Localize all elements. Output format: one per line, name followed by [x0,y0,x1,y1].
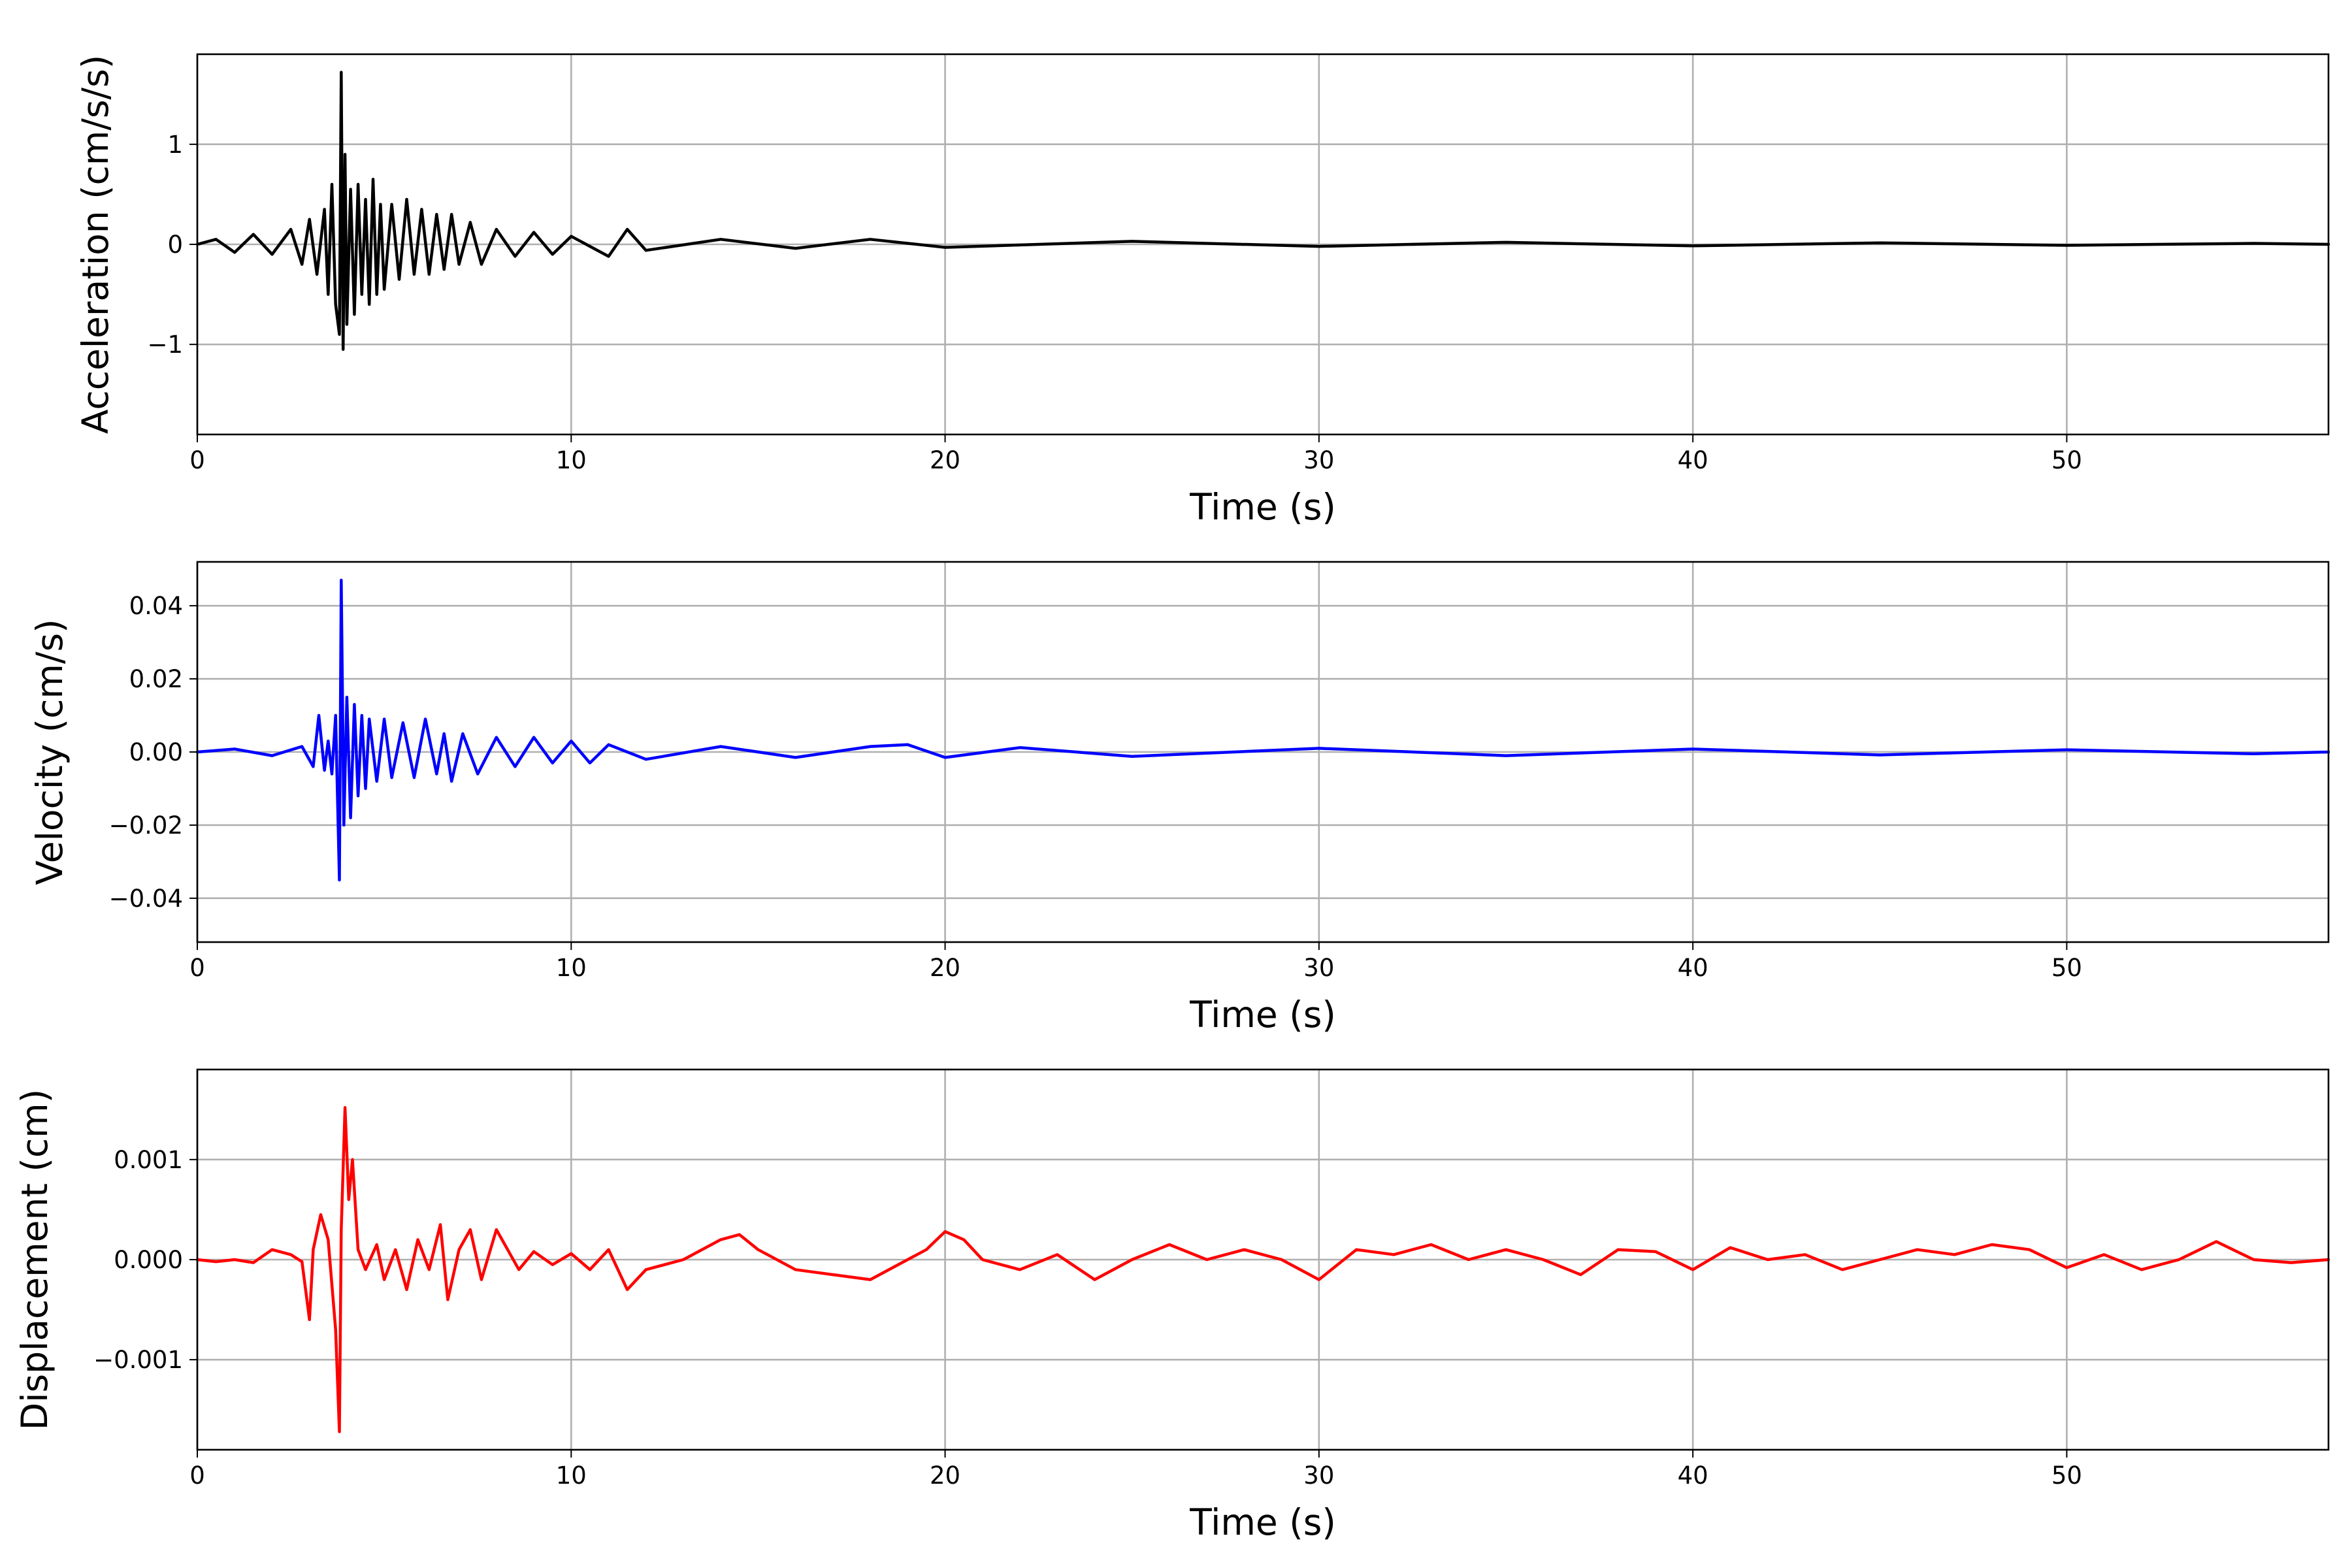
displacement-x-tick-label-2: 20 [930,1462,960,1490]
acceleration-x-tick-label-3: 30 [1303,446,1334,474]
acceleration-y-tick-label-1: 0 [167,231,183,259]
acceleration-y-tick-label-2: 1 [167,131,183,159]
acceleration-y-axis-label: Acceleration (cm/s/s) [74,55,116,434]
acceleration-x-tick-label-1: 10 [556,446,587,474]
displacement-x-tick-label-5: 50 [2051,1462,2082,1490]
velocity-x-tick-label-4: 40 [1678,954,1708,982]
displacement-x-tick-label-3: 30 [1303,1462,1334,1490]
displacement-y-tick-label-0: −0.001 [93,1346,183,1374]
acceleration-x-axis-label: Time (s) [1189,486,1336,528]
displacement-series-line-0 [195,1105,2330,1433]
velocity-x-tick-label-1: 10 [556,954,587,982]
velocity-x-tick-label-3: 30 [1303,954,1334,982]
velocity-y-tick-label-2: 0.00 [129,738,183,766]
acceleration-x-tick-label-0: 0 [189,446,205,474]
velocity-y-tick-label-1: −0.02 [109,811,183,840]
velocity-y-tick-label-3: 0.02 [129,665,183,693]
velocity-x-tick-label-0: 0 [189,954,205,982]
velocity-y-tick-label-4: 0.04 [129,592,183,620]
velocity-panel: 0 10 20 30 40 50 −0.04 −0.02 0.00 0.02 0.04 Time (s… [29,561,2330,1036]
displacement-y-axis-label: Displacement (cm) [14,1089,56,1430]
acceleration-y-tick-label-0: −1 [147,331,183,359]
acceleration-x-tick-label-5: 50 [2051,446,2082,474]
velocity-series-line-0 [195,578,2330,882]
displacement-y-tick-label-2: 0.001 [114,1146,183,1174]
velocity-x-axis-label: Time (s) [1189,994,1336,1036]
velocity-x-tick-label-2: 20 [930,954,960,982]
displacement-x-axis-label: Time (s) [1189,1501,1336,1543]
displacement-y-tick-label-1: 0.000 [114,1246,183,1274]
acceleration-series-line-0 [195,71,2330,351]
velocity-y-axis-label: Velocity (cm/s) [29,619,71,885]
acceleration-x-tick-label-2: 20 [930,446,960,474]
acceleration-x-tick-label-4: 40 [1678,446,1708,474]
displacement-x-tick-label-1: 10 [556,1462,587,1490]
acceleration-panel: 0 10 20 30 40 50 −1 0 1 Time (s) Acceleration (cm/… [74,53,2330,528]
displacement-panel: 0 10 20 30 40 50 −0.001 0.000 0.001 Time (s) Displ… [14,1068,2330,1543]
displacement-x-tick-label-0: 0 [189,1462,205,1490]
velocity-x-tick-label-5: 50 [2051,954,2082,982]
velocity-y-tick-label-0: −0.04 [109,885,183,913]
displacement-x-tick-label-4: 40 [1678,1462,1708,1490]
